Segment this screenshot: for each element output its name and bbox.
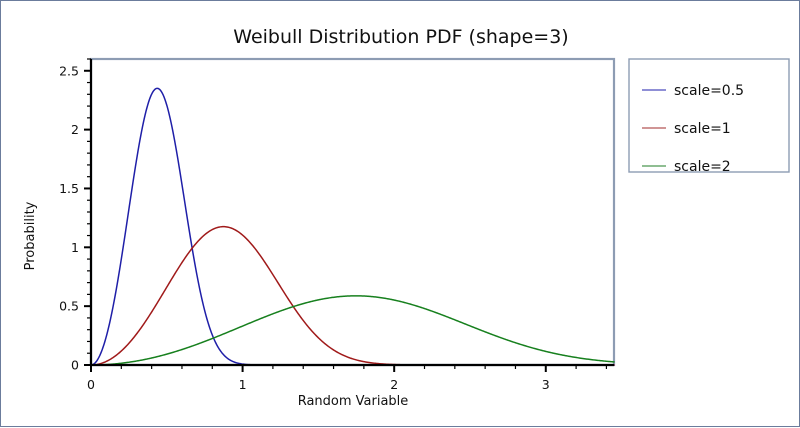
plot-frame [89, 57, 616, 367]
x-tick-label: 3 [542, 377, 550, 392]
y-tick-label: 1.5 [59, 181, 79, 196]
x-tick-label: 1 [239, 377, 247, 392]
legend-label-1: scale=0.5 [674, 83, 744, 99]
legend-label-2: scale=1 [674, 121, 731, 137]
y-axis-label: Probability [23, 201, 38, 270]
legend-label-3: scale=2 [674, 159, 731, 175]
y-tick-label: 1 [71, 240, 79, 255]
x-tick-label: 0 [87, 377, 95, 392]
chart-title: Weibull Distribution PDF (shape=3) [233, 26, 568, 48]
x-axis-label: Random Variable [298, 394, 409, 409]
y-tick-label: 2 [71, 122, 79, 137]
tick-label-group: 0 1 2 3 0 0.5 1 1.5 2 2.5 [59, 63, 550, 392]
tick-group [84, 58, 608, 372]
legend-entries: scale=0.5 scale=1 scale=2 [642, 83, 744, 175]
y-tick-label: 0 [71, 358, 79, 373]
y-tick-label: 0.5 [59, 299, 79, 314]
legend-box [628, 58, 790, 173]
y-tick-label: 2.5 [59, 63, 79, 78]
x-tick-label: 2 [390, 377, 398, 392]
series-line-3 [90, 295, 615, 366]
series-line-1 [90, 87, 615, 366]
curve-group [90, 87, 615, 366]
